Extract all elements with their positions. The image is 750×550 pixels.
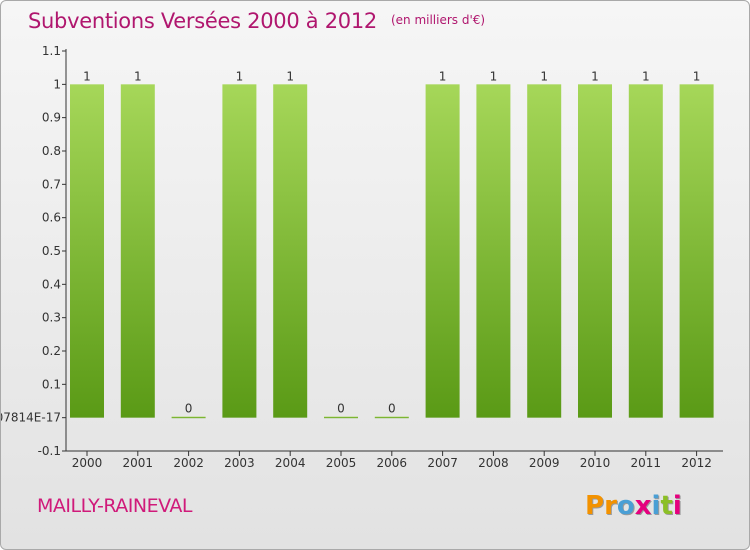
bars-layer xyxy=(70,84,714,419)
y-tick-label: 0.9 xyxy=(42,111,61,125)
bar-value-label: 0 xyxy=(337,402,345,416)
y-tick-label: 1 xyxy=(53,77,61,91)
bar-value-label: 0 xyxy=(388,402,396,416)
y-tick-label: 1.1 xyxy=(42,44,61,58)
x-tick-label: 2012 xyxy=(681,456,712,470)
bar-value-label: 1 xyxy=(83,69,91,83)
y-tick-label: 0.7 xyxy=(42,177,61,191)
chart-title: Subventions Versées 2000 à 2012 xyxy=(28,9,377,33)
commune-name: MAILLY-RAINEVAL xyxy=(37,495,192,517)
y-tick-label: 0.4 xyxy=(42,277,61,291)
logo-letter: i xyxy=(651,491,661,521)
bar-value-label: 1 xyxy=(591,69,599,83)
bar-value-label: 1 xyxy=(439,69,447,83)
x-tick-label: 2002 xyxy=(173,456,204,470)
logo-letter: t xyxy=(660,491,673,521)
bar-2005 xyxy=(324,416,358,419)
y-tick-label: 0.5 xyxy=(42,244,61,258)
bar-2001 xyxy=(120,84,155,418)
chart-header: Subventions Versées 2000 à 2012 (en milli… xyxy=(28,9,485,33)
bar-2006 xyxy=(374,416,409,419)
bar-value-label: 1 xyxy=(134,69,142,83)
y-tick-label: 0.8 xyxy=(42,144,61,158)
x-tick-label: 2011 xyxy=(631,456,662,470)
bar-2010 xyxy=(578,84,612,418)
x-tick-label: 2001 xyxy=(123,456,154,470)
y-tick-label: -0.1 xyxy=(38,444,61,458)
x-tick-label: 2003 xyxy=(224,456,255,470)
x-tick-label: 2008 xyxy=(478,456,509,470)
bar-value-label: 1 xyxy=(642,69,650,83)
logo-letter: P xyxy=(585,491,605,521)
logo-letter: o xyxy=(616,491,635,521)
axes-layer xyxy=(62,49,723,456)
bar-2000 xyxy=(70,84,104,418)
y-tick-label: 0.6 xyxy=(42,211,61,225)
bar-value-label: 1 xyxy=(540,69,548,83)
bar-value-label: 1 xyxy=(286,69,294,83)
x-tick-label: 2010 xyxy=(580,456,611,470)
y-tick-label: 0.3 xyxy=(42,311,61,325)
bar-2007 xyxy=(425,84,460,418)
logo-letter: x xyxy=(634,491,652,521)
bar-2009 xyxy=(527,84,562,418)
bar-value-label: 0 xyxy=(185,402,193,416)
logo-letter: r xyxy=(604,491,617,521)
bar-value-label: 1 xyxy=(236,69,244,83)
x-tick-label: 2000 xyxy=(72,456,103,470)
bar-2012 xyxy=(679,84,714,418)
x-tick-label: 2009 xyxy=(529,456,560,470)
bar-2004 xyxy=(273,84,308,418)
y-tick-label: 0.2 xyxy=(42,344,61,358)
x-tick-label: 2007 xyxy=(427,456,458,470)
bar-value-label: 1 xyxy=(693,69,701,83)
chart-subtitle: (en milliers d'€) xyxy=(390,13,486,27)
x-tick-label: 2006 xyxy=(377,456,408,470)
y-tick-label: 1.3877787807814E-17 xyxy=(1,411,61,425)
bar-2011 xyxy=(628,84,663,418)
logo-letter: i xyxy=(672,491,682,521)
labels-layer: -0.1 1.3877787807814E-17 0.1 0.2 0.3 0.4 0.5 0.… xyxy=(1,44,712,470)
x-tick-label: 2005 xyxy=(326,456,357,470)
x-tick-label: 2004 xyxy=(275,456,306,470)
y-tick-label: 0.1 xyxy=(42,377,61,391)
bar-2002 xyxy=(171,416,206,419)
bar-2008 xyxy=(476,84,511,418)
proxiti-logo[interactable]: Proxiti xyxy=(585,491,682,521)
bar-value-label: 1 xyxy=(490,69,498,83)
bar-2003 xyxy=(222,84,257,418)
